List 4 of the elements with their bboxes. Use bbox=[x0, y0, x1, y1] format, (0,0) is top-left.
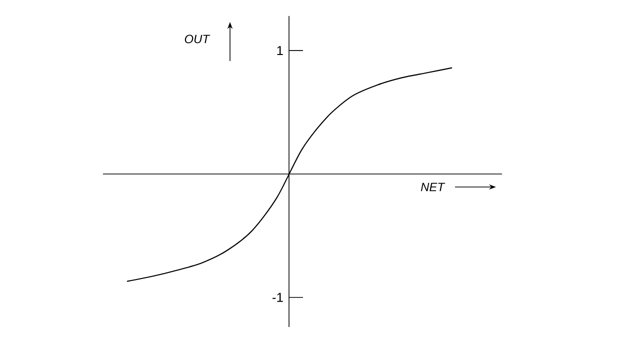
y-tick-label: 1 bbox=[277, 46, 283, 56]
y-tick-label: -1 bbox=[272, 292, 283, 302]
y-axis-title: OUT bbox=[184, 34, 210, 44]
x-axis-title: NET bbox=[420, 182, 446, 192]
